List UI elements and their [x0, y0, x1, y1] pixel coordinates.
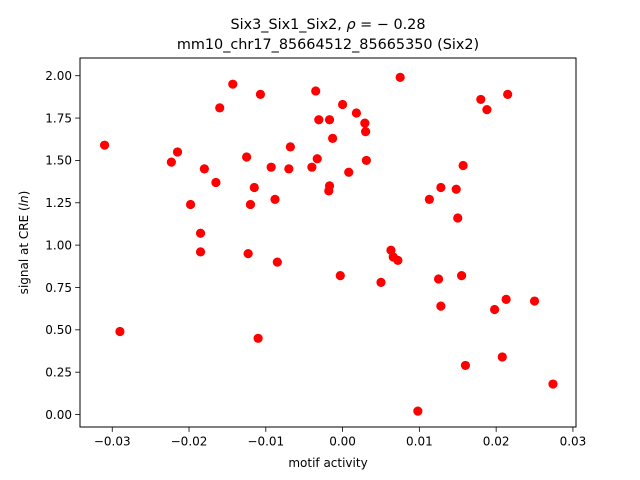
- data-point: [266, 162, 276, 172]
- data-point: [361, 127, 371, 137]
- data-point: [99, 140, 110, 150]
- data-point: [337, 99, 348, 110]
- data-point: [311, 86, 321, 96]
- data-point: [253, 333, 263, 343]
- x-tick-label: 0.02: [483, 435, 510, 449]
- data-point: [324, 115, 335, 125]
- y-tick-label: 0.50: [45, 323, 72, 337]
- data-point: [529, 296, 540, 306]
- y-tick-label: 2.00: [45, 69, 72, 83]
- data-point: [376, 277, 386, 287]
- x-tick-label: 0.03: [560, 435, 587, 449]
- title-rho: ρ: [346, 17, 355, 33]
- data-point: [503, 89, 513, 99]
- data-point: [195, 247, 206, 257]
- data-point: [199, 164, 209, 174]
- data-point: [242, 152, 252, 162]
- x-tick-label: −0.03: [94, 435, 131, 449]
- data-point: [360, 118, 370, 128]
- data-point: [436, 301, 446, 311]
- data-point: [272, 257, 282, 267]
- y-tick-label: 1.25: [45, 196, 72, 210]
- data-point: [393, 255, 403, 265]
- data-point: [458, 160, 468, 171]
- data-point: [185, 199, 196, 210]
- x-axis-ticks: −0.03 −0.02 −0.01 0.00 0.01 0.02 0.03: [94, 427, 586, 449]
- data-point: [335, 271, 345, 281]
- data-point: [245, 199, 256, 210]
- data-point: [115, 326, 125, 337]
- data-point: [457, 271, 467, 281]
- data-point: [497, 352, 507, 362]
- title-suffix: = − 0.28: [356, 17, 426, 33]
- y-tick-label: 1.75: [45, 111, 72, 125]
- ylabel-italic: ln: [17, 195, 31, 206]
- data-point: [195, 228, 206, 238]
- data-point: [255, 89, 266, 99]
- y-axis-label: signal at CRE (ln): [17, 191, 31, 295]
- data-point: [211, 177, 221, 188]
- chart-title-line1: Six3_Six1_Six2, ρ = − 0.28: [231, 17, 426, 33]
- data-point: [324, 181, 335, 191]
- y-tick-label: 0.25: [45, 365, 72, 379]
- x-tick-label: −0.01: [247, 435, 284, 449]
- x-tick-label: 0.00: [329, 435, 356, 449]
- data-point: [249, 182, 259, 193]
- data-point: [270, 194, 280, 204]
- data-point: [451, 184, 461, 194]
- x-tick-label: −0.02: [171, 435, 208, 449]
- data-point: [243, 249, 253, 259]
- plot-area: [79, 57, 577, 428]
- data-point: [433, 274, 444, 284]
- data-point: [476, 94, 486, 105]
- x-axis-label: motif activity: [288, 456, 367, 470]
- data-point: [436, 182, 446, 193]
- y-tick-label: 1.50: [45, 154, 72, 168]
- data-point: [215, 103, 225, 113]
- y-tick-label: 1.00: [45, 238, 72, 252]
- data-point: [166, 157, 176, 167]
- ylabel-suffix: ): [17, 191, 31, 196]
- y-axis-ticks: 0.00 0.25 0.50 0.75 1.00 1.25 1.50 1.75 2.00: [45, 69, 80, 422]
- ylabel-prefix: signal at CRE (: [17, 206, 31, 294]
- data-point: [424, 194, 434, 204]
- data-point: [228, 79, 238, 89]
- data-point: [284, 164, 294, 174]
- data-point: [328, 133, 338, 143]
- data-point: [285, 142, 295, 152]
- data-point: [395, 72, 405, 82]
- y-tick-label: 0.00: [45, 408, 72, 422]
- data-point: [312, 154, 322, 164]
- data-point: [307, 162, 317, 172]
- axes-frame: [79, 57, 577, 428]
- title-prefix: Six3_Six1_Six2,: [231, 17, 347, 33]
- data-point: [490, 304, 500, 315]
- scatter-points: [99, 72, 558, 416]
- y-tick-label: 0.75: [45, 281, 72, 295]
- data-point: [172, 147, 183, 157]
- chart-title-line2: mm10_chr17_85664512_85665350 (Six2): [177, 37, 479, 53]
- data-point: [413, 406, 423, 416]
- data-point: [453, 213, 463, 223]
- data-point: [482, 104, 492, 115]
- data-point: [314, 115, 324, 125]
- data-point: [351, 108, 362, 118]
- x-tick-label: 0.01: [406, 435, 433, 449]
- data-point: [344, 167, 354, 177]
- data-point: [460, 360, 471, 371]
- data-point: [548, 379, 558, 389]
- data-point: [361, 155, 371, 166]
- data-point: [501, 294, 511, 304]
